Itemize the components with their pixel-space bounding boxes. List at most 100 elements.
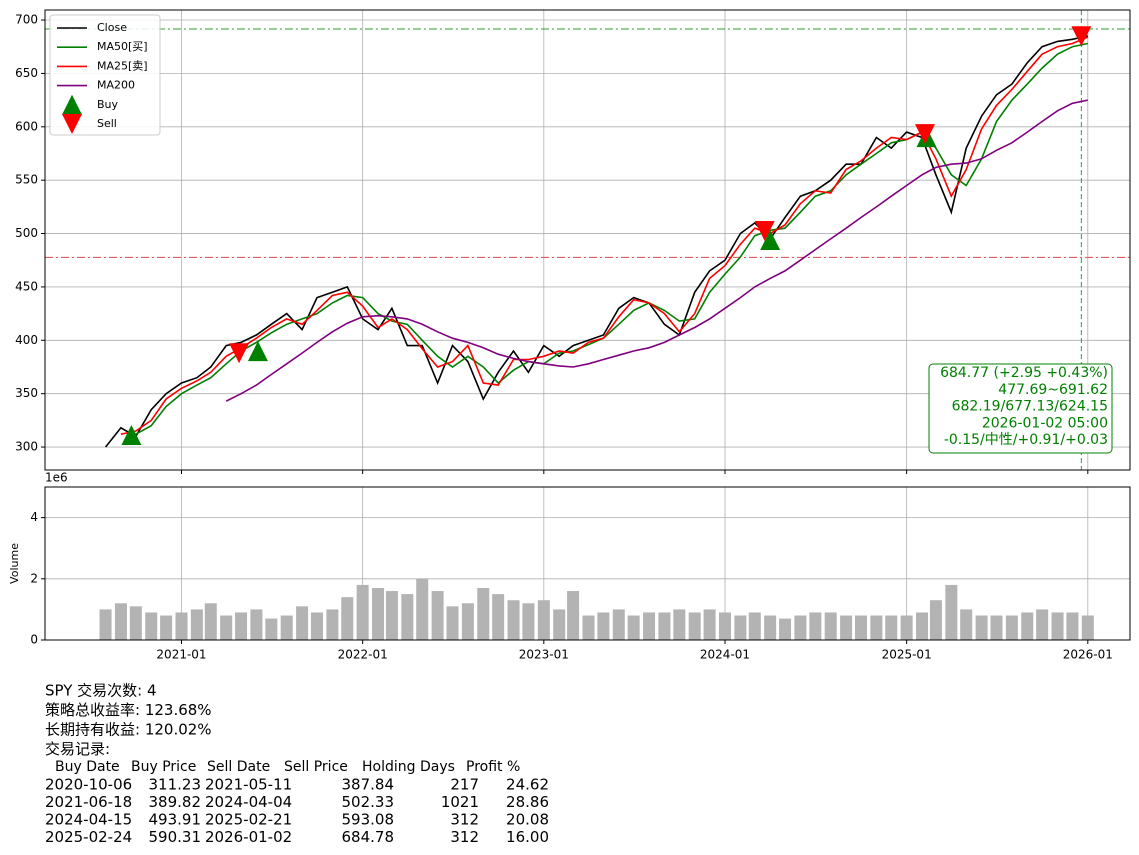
volume-bar bbox=[1051, 612, 1064, 640]
table-cell: 2020-10-06 bbox=[45, 776, 132, 794]
volume-bar bbox=[1066, 612, 1079, 640]
volume-bar bbox=[900, 615, 913, 640]
y-tick-label: 350 bbox=[15, 386, 38, 400]
volume-bar bbox=[190, 609, 203, 640]
volume-bar bbox=[145, 612, 158, 640]
volume-bar bbox=[175, 612, 188, 640]
table-cell: 312 bbox=[450, 828, 479, 846]
trade-marker bbox=[760, 230, 781, 251]
table-cell: 493.91 bbox=[149, 811, 202, 829]
trade-marker bbox=[754, 221, 775, 242]
volume-bar bbox=[1005, 615, 1018, 640]
table-cell: 24.62 bbox=[506, 776, 549, 794]
legend-swatch bbox=[62, 94, 82, 115]
y-tick-label: 4 bbox=[30, 510, 38, 524]
volume-bar bbox=[220, 615, 233, 640]
volume-bar bbox=[431, 591, 444, 640]
volume-bar bbox=[477, 587, 490, 640]
volume-bar bbox=[280, 615, 293, 640]
volume-bar bbox=[854, 615, 867, 640]
legend-label: MA25[卖] bbox=[97, 59, 148, 72]
volume-bar bbox=[356, 584, 369, 640]
volume-bar bbox=[461, 603, 474, 640]
volume-bar bbox=[235, 612, 248, 640]
axes-frame bbox=[44, 486, 1131, 641]
volume-bar bbox=[537, 600, 550, 640]
volume-bar bbox=[945, 584, 958, 640]
volume-bar bbox=[129, 606, 142, 640]
volume-bar bbox=[734, 615, 747, 640]
table-cell: 590.31 bbox=[149, 828, 202, 846]
annotation-line: -0.15/中性/+0.91/+0.03 bbox=[944, 432, 1108, 448]
volume-bar bbox=[1081, 615, 1094, 640]
volume-bar bbox=[929, 600, 942, 640]
volume-bar bbox=[310, 612, 323, 640]
table-cell: 28.86 bbox=[506, 793, 549, 811]
trade-marker bbox=[1071, 26, 1092, 47]
annotation-line: 682.19/677.13/624.15 bbox=[952, 399, 1108, 415]
table-cell: 2024-04-04 bbox=[205, 793, 292, 811]
volume-bar bbox=[824, 612, 837, 640]
table-cell: 2025-02-21 bbox=[205, 811, 292, 829]
table-cell: 16.00 bbox=[506, 828, 549, 846]
report-line: 长期持有收益: 120.02% bbox=[45, 721, 212, 739]
table-header: Sell Date bbox=[207, 759, 270, 775]
legend-label: MA200 bbox=[97, 79, 135, 92]
volume-bar bbox=[416, 578, 429, 640]
volume-bar bbox=[522, 603, 535, 640]
volume-bar bbox=[582, 615, 595, 640]
x-tick-label: 2025-01 bbox=[882, 648, 932, 662]
trade-marker bbox=[229, 343, 250, 364]
volume-bar bbox=[296, 606, 309, 640]
trade-marker bbox=[247, 341, 268, 362]
volume-bar bbox=[401, 594, 414, 640]
volume-bar bbox=[870, 615, 883, 640]
legend-box bbox=[49, 14, 161, 136]
volume-bar bbox=[597, 612, 610, 640]
legend-label: Sell bbox=[97, 117, 117, 130]
volume-bar bbox=[612, 609, 625, 640]
table-cell: 312 bbox=[450, 811, 479, 829]
trade-marker bbox=[121, 425, 142, 446]
volume-bar bbox=[809, 612, 822, 640]
volume-bar bbox=[885, 615, 898, 640]
series-line bbox=[225, 99, 1088, 402]
y-axis-label: Volume bbox=[8, 543, 21, 584]
table-cell: 387.84 bbox=[342, 776, 395, 794]
volume-bar bbox=[326, 609, 339, 640]
annotation-line: 2026-01-02 05:00 bbox=[982, 415, 1108, 431]
report-line: 策略总收益率: 123.68% bbox=[45, 701, 212, 719]
volume-bar bbox=[553, 609, 566, 640]
x-tick-label: 2026-01 bbox=[1063, 648, 1113, 662]
y-tick-label: 300 bbox=[15, 440, 38, 454]
x-tick-label: 2024-01 bbox=[700, 648, 750, 662]
volume-bar bbox=[960, 609, 973, 640]
volume-bar bbox=[990, 615, 1003, 640]
trade-marker bbox=[915, 124, 936, 145]
volume-bar bbox=[764, 615, 777, 640]
legend-label: Buy bbox=[97, 98, 119, 111]
y-tick-label: 650 bbox=[15, 66, 38, 80]
legend-label: MA50[买] bbox=[97, 40, 148, 53]
legend-swatch bbox=[62, 114, 82, 134]
table-cell: 502.33 bbox=[342, 793, 395, 811]
legend-label: Close bbox=[97, 21, 127, 34]
table-cell: 593.08 bbox=[342, 811, 395, 829]
volume-bar bbox=[703, 609, 716, 640]
volume-bar bbox=[840, 615, 853, 640]
annotation-box bbox=[928, 363, 1113, 454]
table-cell: 2026-01-02 bbox=[205, 828, 292, 846]
volume-bar bbox=[446, 606, 459, 640]
volume-bar bbox=[341, 597, 354, 640]
table-cell: 2024-04-15 bbox=[45, 811, 132, 829]
table-cell: 20.08 bbox=[506, 811, 549, 829]
y-tick-label: 400 bbox=[15, 333, 38, 347]
volume-bar bbox=[372, 587, 385, 640]
table-cell: 389.82 bbox=[149, 793, 202, 811]
axes-frame bbox=[44, 9, 1131, 471]
table-cell: 2021-05-11 bbox=[205, 776, 292, 794]
y-tick-label: 2 bbox=[30, 571, 38, 585]
volume-bar bbox=[688, 612, 701, 640]
volume-bar bbox=[160, 615, 173, 640]
